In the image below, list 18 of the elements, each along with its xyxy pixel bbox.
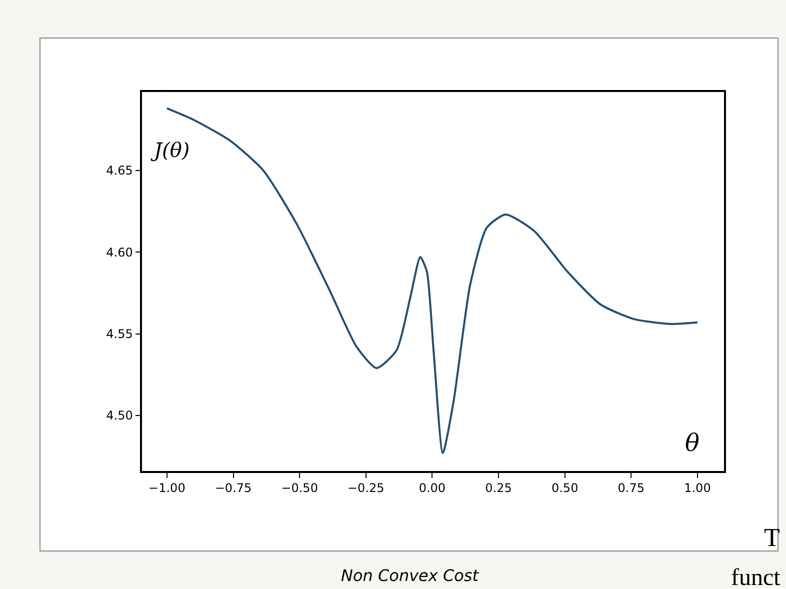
y-axis-title: J(θ) [150,138,190,162]
x-tick-label: −0.50 [281,481,318,496]
text: Non Convex Cost [341,566,480,585]
y-tick-label: 4.65 [106,164,133,178]
x-tick-label: 0.00 [418,481,446,496]
x-tick-label: −1.00 [148,481,186,496]
x-axis-title: θ [685,429,700,457]
x-tick-label: 0.50 [551,481,578,496]
y-tick-label: 4.55 [106,326,133,341]
x-tick-label: 0.75 [618,481,645,496]
x-tick-label: −0.75 [214,481,252,496]
text: T [764,523,780,552]
x-tick-label: 0.25 [485,481,512,496]
x-tick-label: 1.00 [684,481,711,496]
y-tick-label: 4.50 [106,408,133,423]
text: funct [731,565,781,589]
x-tick-label: −0.25 [348,481,384,496]
y-tick-label: 4.60 [106,245,133,260]
